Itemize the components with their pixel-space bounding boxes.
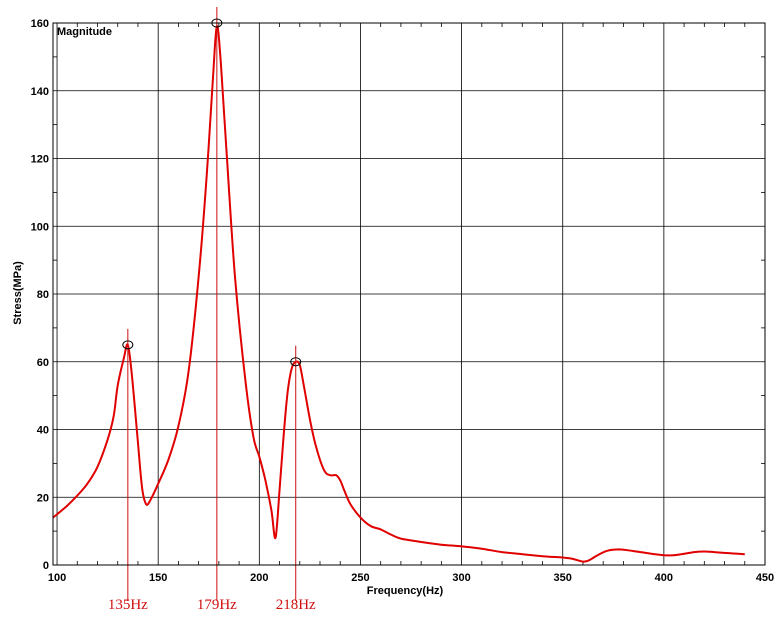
stress-series-line [52,25,745,563]
y-tick-label: 20 [37,492,49,504]
y-tick-label: 80 [37,289,49,301]
y-tick-label: 0 [43,560,49,572]
x-tick-label: 200 [250,572,268,584]
series-layer [52,25,745,563]
peak-label: 218Hz [276,597,316,613]
peak-label: 135Hz [108,597,148,613]
peak-label: 179Hz [197,597,237,613]
x-tick-label: 250 [351,572,369,584]
y-tick-label: 40 [37,425,49,437]
grid-layer [53,23,765,565]
y-tick-label: 160 [31,18,49,30]
y-tick-label: 60 [37,357,49,369]
plot-frame [52,22,766,566]
x-tick-label: 100 [48,572,66,584]
y-tick-label: 100 [31,221,49,233]
x-tick-label: 450 [756,572,774,584]
x-axis-title: Frequency(Hz) [367,585,444,597]
x-tick-label: 150 [149,572,167,584]
axis-layer: 100 150 200 250 300 350 400 450 0 20 40 60 80 100 120 1… [31,18,775,584]
x-tick-label: 350 [554,572,572,584]
x-tick-label: 300 [452,572,470,584]
peak-layer: 135Hz 179Hz 218Hz [108,7,316,613]
y-axis-title: Stress(MPa) [12,261,24,325]
peak-marker-circle [122,340,134,350]
y-tick-label: 140 [31,86,49,98]
panel-label: Magnitude [57,26,112,38]
x-tick-label: 400 [655,572,673,584]
peak-marker-circle [290,357,302,367]
y-tick-label: 120 [31,154,49,166]
